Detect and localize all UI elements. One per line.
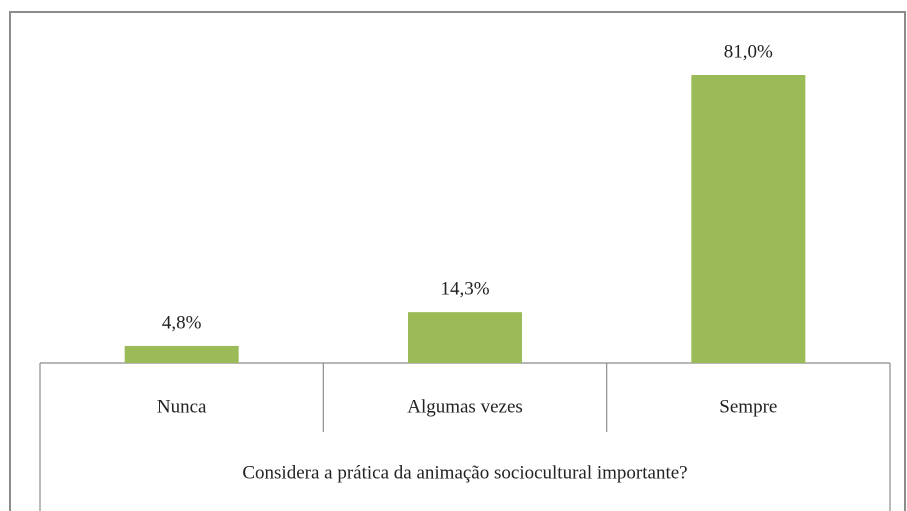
x-tick-label: Algumas vezes — [407, 396, 523, 417]
data-label: 81,0% — [724, 41, 773, 62]
chart-frame — [9, 11, 906, 511]
bar — [408, 312, 522, 363]
bar — [691, 75, 806, 363]
x-axis-label: Considera a prática da animação sociocul… — [242, 462, 687, 483]
data-label: 14,3% — [440, 279, 489, 300]
x-tick-label: Nunca — [157, 396, 207, 417]
data-label: 4,8% — [162, 312, 202, 333]
x-tick-label: Sempre — [719, 396, 777, 417]
bar — [124, 345, 239, 363]
